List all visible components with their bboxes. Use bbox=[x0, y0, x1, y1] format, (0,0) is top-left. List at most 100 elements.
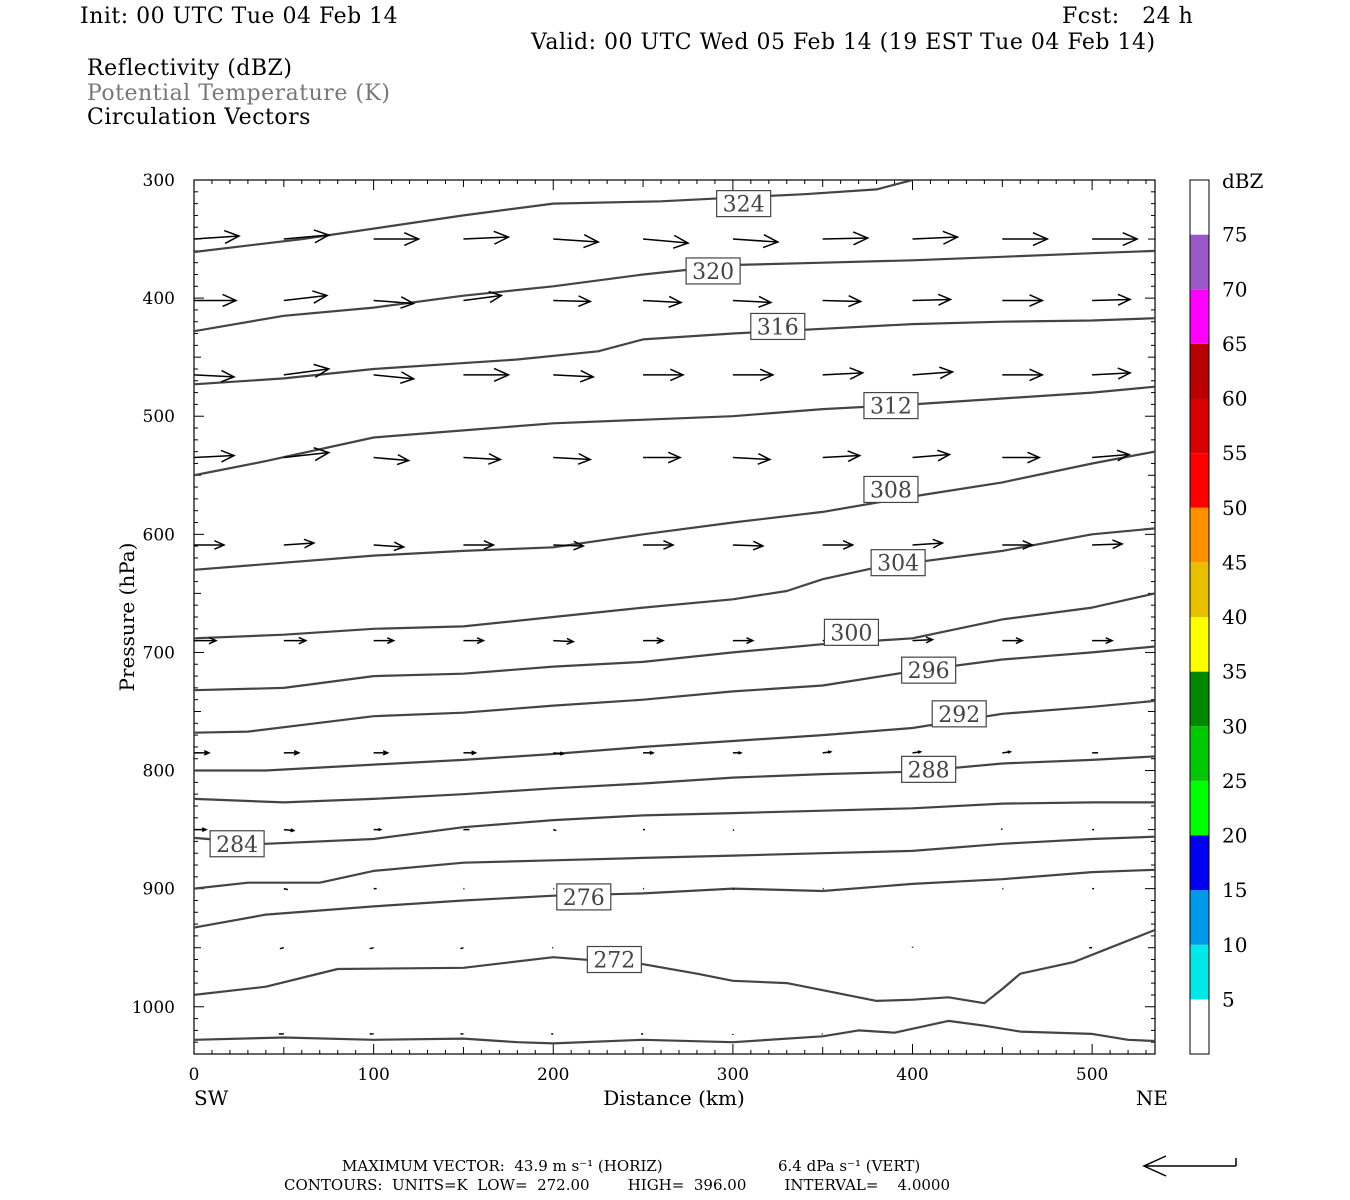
colorbar-bin bbox=[1190, 562, 1209, 617]
contour-label-box bbox=[716, 190, 772, 218]
y-axis-title: Pressure (hPa) bbox=[115, 543, 139, 692]
circulation-vector bbox=[732, 888, 735, 891]
contour-label: 284 bbox=[216, 833, 258, 858]
contour-label-box bbox=[586, 945, 642, 974]
colorbar-label: 20 bbox=[1222, 824, 1247, 848]
colorbar-bin bbox=[1190, 835, 1209, 891]
colorbar-frame bbox=[1189, 179, 1210, 1055]
circulation-vector bbox=[732, 829, 735, 832]
colorbar-bin bbox=[1190, 398, 1209, 454]
circulation-vector bbox=[373, 637, 396, 645]
circulation-vector bbox=[553, 295, 593, 308]
y-tick-label: 700 bbox=[143, 643, 175, 663]
circulation-vector bbox=[1000, 828, 1003, 831]
colorbar-bin bbox=[1190, 507, 1209, 563]
contour-label: 320 bbox=[692, 260, 734, 285]
circulation-vector bbox=[373, 750, 390, 756]
circulation-vector bbox=[1092, 293, 1132, 306]
colorbar-label: 65 bbox=[1222, 332, 1247, 356]
circulation-vector bbox=[373, 453, 411, 466]
colorbar-label: 25 bbox=[1222, 769, 1247, 793]
circulation-vector bbox=[822, 231, 870, 246]
colorbar-bin bbox=[1190, 671, 1209, 727]
contour-label: 288 bbox=[908, 758, 950, 783]
field-label-potential-temperature: Potential Temperature (K) bbox=[87, 81, 391, 106]
contour-label-box bbox=[685, 257, 741, 285]
y-tick-label: 600 bbox=[143, 525, 175, 545]
contour-line-316 bbox=[194, 317, 1155, 386]
contour-label-box bbox=[931, 700, 987, 728]
contour-label-box bbox=[901, 755, 957, 783]
circulation-vector bbox=[732, 637, 755, 645]
colorbar-bin bbox=[1190, 999, 1209, 1054]
circulation-vector bbox=[460, 946, 464, 950]
colorbar-bin bbox=[1190, 944, 1209, 1000]
circulation-vector bbox=[912, 449, 952, 462]
contour-line-312 bbox=[194, 385, 1155, 477]
circulation-vector bbox=[822, 539, 855, 550]
circulation-vector bbox=[553, 637, 576, 645]
circulation-vector bbox=[463, 290, 504, 304]
circulation-vector bbox=[732, 368, 775, 382]
contour-label: 276 bbox=[563, 886, 605, 911]
circulation-vector bbox=[1002, 539, 1035, 550]
circulation-vector bbox=[463, 637, 486, 645]
circulation-vector bbox=[553, 828, 557, 832]
contour-label: 316 bbox=[757, 315, 799, 340]
circulation-vector bbox=[912, 293, 953, 306]
colorbar-label: 55 bbox=[1222, 441, 1247, 465]
colorbar-label: 10 bbox=[1222, 933, 1247, 957]
circulation-vector bbox=[194, 749, 211, 756]
circulation-vector bbox=[283, 290, 329, 304]
contour-info: CONTOURS: UNITS=K LOW= 272.00 HIGH= 396.… bbox=[284, 1176, 950, 1194]
circulation-vector bbox=[283, 229, 331, 244]
field-label-reflectivity: Reflectivity (dBZ) bbox=[87, 56, 293, 81]
colorbar-label: 40 bbox=[1222, 605, 1247, 629]
contour-label: 296 bbox=[908, 659, 950, 684]
colorbar-title: dBZ bbox=[1222, 169, 1264, 193]
y-tick-label: 800 bbox=[143, 762, 175, 782]
circulation-vector bbox=[643, 368, 685, 382]
circulation-vector bbox=[373, 827, 383, 832]
x-tick-label: 100 bbox=[357, 1065, 389, 1085]
contour-line-324 bbox=[194, 180, 913, 254]
max-vector-vertical: 6.4 dPa s⁻¹ (VERT) bbox=[778, 1157, 921, 1175]
circulation-vector bbox=[642, 234, 690, 249]
circulation-vector bbox=[373, 541, 406, 552]
circulation-vector bbox=[194, 827, 208, 832]
circulation-vector bbox=[1002, 231, 1050, 247]
y-tick-label: 900 bbox=[143, 880, 175, 900]
circulation-vector bbox=[553, 452, 593, 465]
colorbar-bin bbox=[1190, 289, 1209, 344]
valid-time: Valid: 00 UTC Wed 05 Feb 14 (19 EST Tue … bbox=[531, 30, 1156, 55]
contour-line-284 bbox=[194, 801, 1155, 845]
x-left-endpoint: SW bbox=[194, 1086, 229, 1110]
circulation-vector bbox=[279, 946, 284, 950]
contour-line-276 bbox=[194, 868, 1155, 929]
circulation-vector bbox=[283, 447, 331, 462]
contour-label: 308 bbox=[870, 478, 912, 503]
contour-line-304 bbox=[194, 527, 1155, 640]
colorbar-bin bbox=[1190, 890, 1209, 945]
circulation-vector bbox=[283, 749, 301, 756]
contour-line-308 bbox=[194, 450, 1155, 571]
circulation-vector bbox=[373, 231, 421, 247]
circulation-vector bbox=[373, 296, 416, 309]
circulation-vector bbox=[912, 750, 923, 754]
circulation-vector bbox=[822, 750, 833, 754]
colorbar-bin bbox=[1190, 453, 1209, 508]
contour-label: 312 bbox=[870, 395, 912, 420]
circulation-vector bbox=[912, 538, 945, 549]
colorbar-label: 50 bbox=[1222, 496, 1247, 520]
circulation-vector bbox=[643, 451, 682, 464]
reference-vector bbox=[1142, 1155, 1237, 1177]
circulation-vector bbox=[643, 295, 683, 308]
x-tick-label: 500 bbox=[1076, 1065, 1108, 1085]
x-axis-title: Distance (km) bbox=[603, 1086, 745, 1110]
circulation-vector bbox=[1092, 367, 1132, 380]
contour-line-296 bbox=[194, 645, 1155, 734]
circulation-vector bbox=[643, 539, 675, 550]
field-label-circulation-vectors: Circulation Vectors bbox=[87, 105, 311, 130]
circulation-vector bbox=[283, 538, 316, 549]
